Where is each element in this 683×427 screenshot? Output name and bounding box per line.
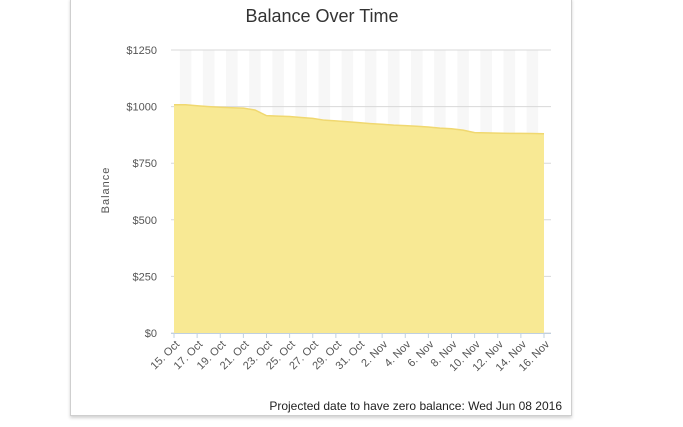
y-tick-label: $250: [133, 271, 157, 283]
y-axis-ticks: $0 $250 $500 $750 $1000 $1250: [126, 45, 157, 340]
y-tick-label: $750: [133, 158, 157, 170]
y-tick-label: $500: [133, 215, 157, 227]
chart-panel: Balance Over Time Balance $0 $250 $500 $750…: [70, 0, 572, 416]
y-tick-label: $0: [145, 328, 157, 340]
area-series: [174, 104, 545, 333]
y-tick-label: $1250: [126, 45, 157, 57]
chart-title: Balance Over Time: [245, 6, 398, 26]
y-tick-label: $1000: [126, 102, 157, 114]
balance-chart: Balance Over Time Balance $0 $250 $500 $750…: [100, 6, 552, 374]
zero-balance-projection: Projected date to have zero balance: Wed…: [269, 399, 562, 413]
series-line: [174, 104, 545, 135]
y-axis-title: Balance: [100, 167, 112, 214]
series-area: [174, 104, 544, 333]
